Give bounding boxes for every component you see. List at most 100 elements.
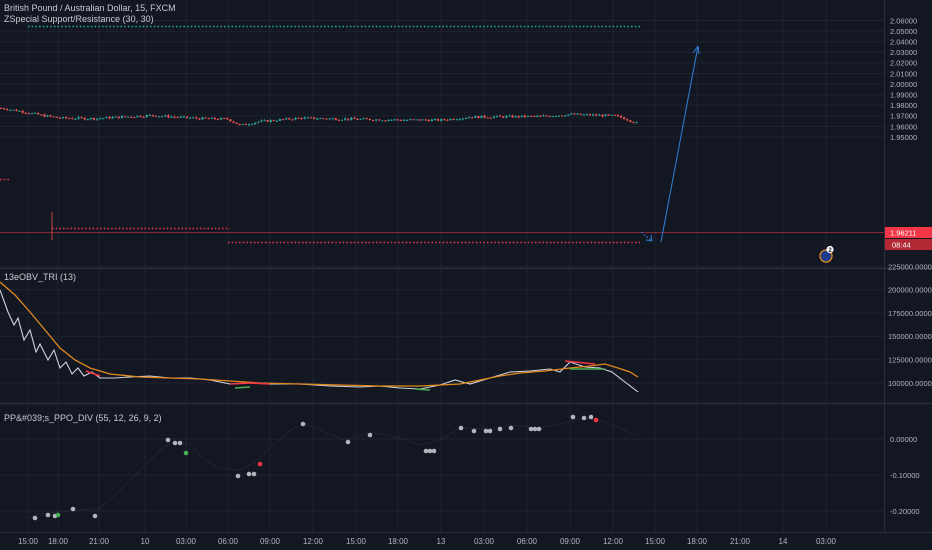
candle-body: [263, 120, 266, 122]
candle-body: [350, 117, 353, 120]
candle-body: [406, 119, 409, 121]
candle-body: [356, 118, 359, 120]
ppo-indicator-legend[interactable]: PP&#039;s_PPO_DIV (55, 12, 26, 9, 2): [4, 413, 162, 423]
candle-body: [427, 120, 430, 122]
candle-body: [294, 117, 297, 120]
candle-body: [381, 120, 384, 122]
candle-body: [145, 115, 148, 117]
time-axis[interactable]: 15:00 18:00 21:00 10 03:00 06:00 09:00 12:00 15:…: [18, 537, 837, 546]
candle-body: [480, 115, 483, 119]
candle-body: [340, 119, 344, 121]
candle-body: [3, 108, 6, 110]
candle-body: [365, 118, 368, 120]
candle-body: [210, 117, 213, 119]
candle-body: [254, 122, 257, 125]
candle-body: [449, 118, 452, 121]
obv-indicator-legend[interactable]: 13eOBV_TRI (13): [4, 272, 77, 282]
candle-body: [173, 116, 176, 118]
candle-body: [278, 119, 282, 121]
candle-body: [257, 121, 260, 123]
candle-body: [74, 118, 77, 120]
time-axis-label: 12:00: [303, 537, 324, 546]
candle-body: [68, 118, 71, 120]
ppo-divergence-dot: [70, 506, 76, 512]
candle-body: [83, 117, 86, 120]
candle-body: [207, 118, 210, 120]
candle-body: [291, 119, 294, 121]
candle-body: [130, 116, 133, 118]
candle-body: [232, 121, 235, 123]
candle-body: [179, 116, 182, 118]
price-axis-tick: 2.03000: [890, 48, 917, 57]
candle-body: [303, 117, 306, 119]
candle-body: [517, 115, 520, 118]
candle-body: [86, 119, 89, 121]
candle-body: [247, 124, 251, 126]
candle-body: [579, 113, 582, 115]
candle-body: [55, 116, 58, 118]
candle-body: [626, 119, 629, 121]
obv-pane[interactable]: [0, 281, 639, 393]
candle-body: [226, 118, 229, 120]
candle-body: [495, 115, 499, 117]
candle-body: [486, 117, 489, 119]
obv-axis-tick: 150000.000000: [888, 332, 932, 341]
ppo-axis-tick: -0.20000: [890, 507, 920, 516]
time-axis-label: 21:00: [730, 537, 751, 546]
candle-body: [167, 115, 170, 118]
obv-axis-tick: 200000.000000: [888, 286, 932, 295]
candle-body: [65, 117, 68, 119]
candle-body: [396, 119, 399, 121]
candle-body: [34, 112, 37, 114]
ppo-divergence-dot: [593, 417, 599, 423]
candle-body: [251, 124, 254, 126]
candle-body: [322, 118, 325, 120]
support-resistance-indicator-legend[interactable]: ZSpecial Support/Resistance (30, 30): [4, 14, 154, 24]
candle-body: [216, 119, 220, 121]
time-axis-label: 15:00: [645, 537, 666, 546]
projection-arrowhead: [645, 234, 653, 242]
candle-body: [235, 122, 238, 125]
ppo-pane[interactable]: [24, 414, 636, 521]
candle-body: [114, 116, 117, 118]
ppo-divergence-dot: [92, 513, 98, 519]
time-axis-label: 15:00: [346, 537, 367, 546]
candle-body: [238, 124, 241, 126]
candle-body: [176, 117, 179, 119]
candle-body: [390, 119, 393, 121]
price-axis-tick: 1.95000: [890, 133, 917, 142]
price-pane[interactable]: 2: [0, 25, 884, 263]
symbol-title[interactable]: British Pound / Australian Dollar, 15, F…: [4, 3, 176, 13]
candle-body: [43, 114, 46, 117]
candle-body: [585, 114, 588, 116]
event-marker-badge-bg: [826, 245, 834, 254]
time-axis-label: 09:00: [560, 537, 581, 546]
candle-body: [182, 116, 185, 118]
candle-body: [492, 116, 495, 118]
candle-body: [260, 120, 263, 122]
ppo-divergence-dot: [165, 437, 171, 443]
obv-bearish-segment: [564, 360, 596, 365]
candle-body: [368, 118, 371, 121]
ppo-divergence-dot: [427, 448, 433, 454]
candle-body: [567, 114, 570, 116]
obv-bullish-segment: [234, 386, 251, 389]
price-axis-tick: 1.96000: [890, 122, 917, 131]
candle-body: [344, 118, 347, 120]
obv-axis-tick: 100000.000000: [888, 379, 932, 388]
candle-body: [269, 120, 272, 122]
ppo-divergence-dot: [251, 471, 257, 477]
candle-body: [139, 115, 142, 117]
candle-body: [371, 120, 375, 122]
candle-body: [49, 115, 52, 117]
time-axis-label: 06:00: [218, 537, 239, 546]
candle-body: [598, 114, 601, 116]
ppo-divergence-dot: [431, 448, 437, 454]
ppo-divergence-dot: [172, 440, 178, 446]
candle-body: [412, 119, 415, 121]
ppo-divergence-dot: [483, 428, 489, 434]
candle-body: [170, 116, 173, 118]
candle-body: [409, 119, 412, 121]
